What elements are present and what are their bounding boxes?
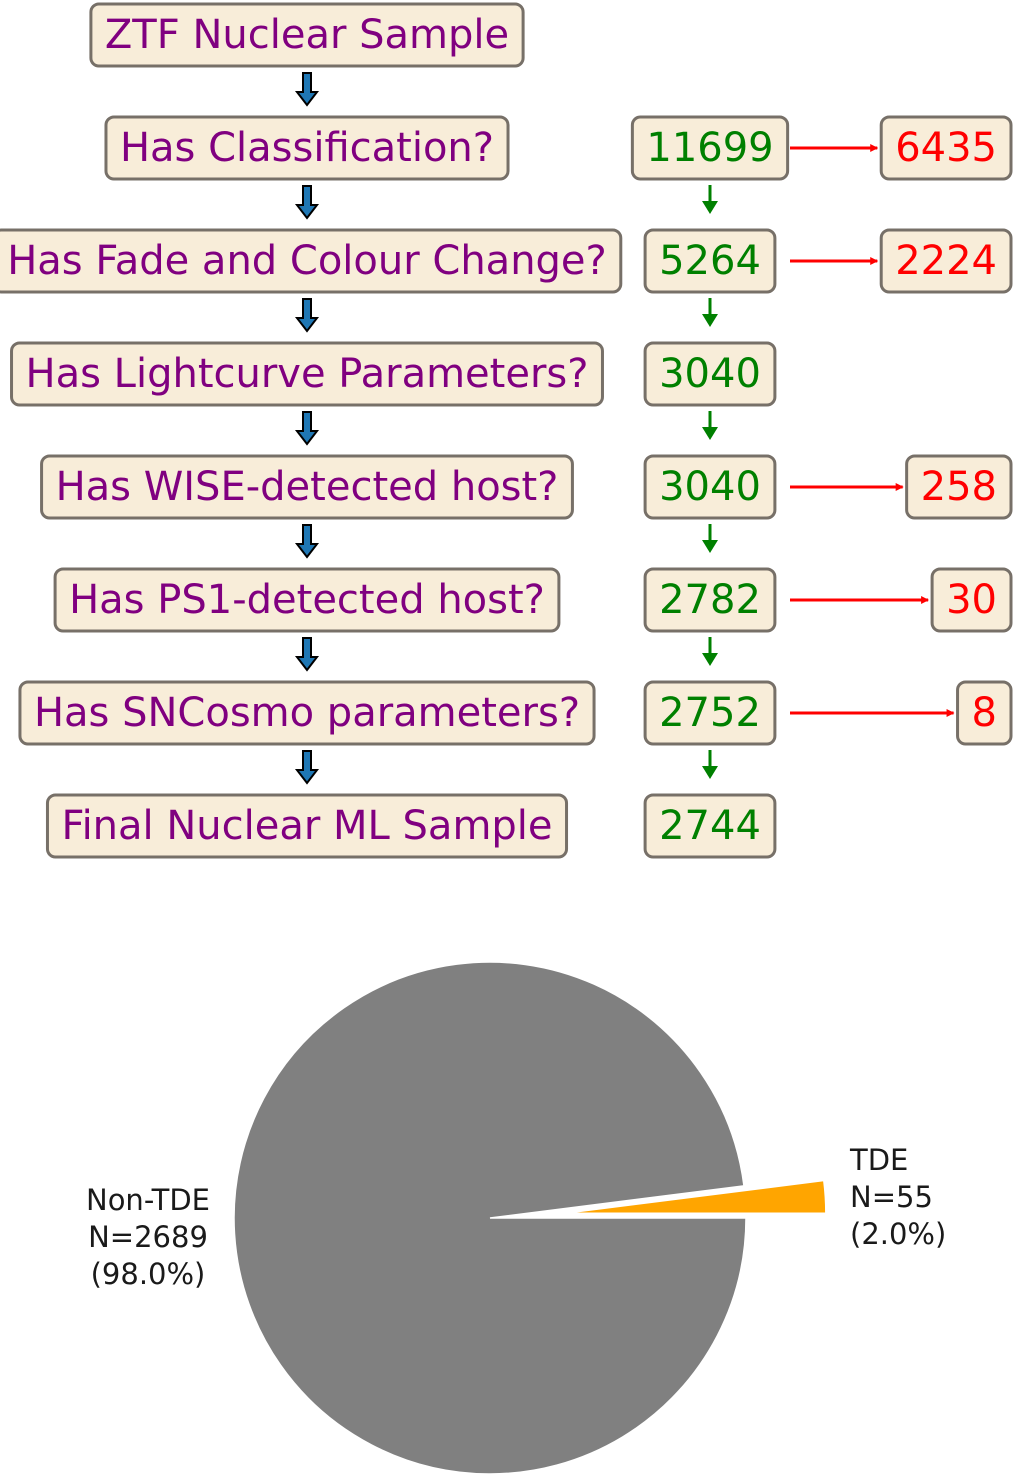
stage-node: Has Fade and Colour Change? bbox=[0, 228, 623, 294]
stage-label: ZTF Nuclear Sample bbox=[105, 12, 509, 58]
count-arrow-head bbox=[702, 540, 718, 553]
stage-label: Final Nuclear ML Sample bbox=[61, 803, 552, 849]
stage-node: Has Lightcurve Parameters? bbox=[10, 341, 604, 407]
stage-label: Has Classification? bbox=[120, 125, 494, 171]
stage-box bbox=[45, 793, 569, 859]
count-value: 2744 bbox=[659, 803, 761, 849]
count-box bbox=[643, 680, 777, 746]
flow-down-arrow bbox=[294, 524, 320, 559]
pie-label-line: (98.0%) bbox=[91, 1257, 206, 1291]
stage-label: Has SNCosmo parameters? bbox=[34, 690, 580, 736]
stage-node: Has Classification? bbox=[104, 115, 510, 181]
removed-value: 2224 bbox=[895, 238, 997, 284]
count-box bbox=[643, 793, 777, 859]
pie-label-line: N=2689 bbox=[88, 1220, 208, 1254]
stage-box bbox=[18, 680, 596, 746]
stage-box bbox=[53, 567, 561, 633]
pie-slice-tde bbox=[564, 1179, 827, 1215]
count-value: 5264 bbox=[659, 238, 761, 284]
count-node: 2744 bbox=[643, 793, 777, 859]
stage-node: ZTF Nuclear Sample bbox=[89, 2, 525, 68]
count-value: 2782 bbox=[659, 577, 761, 623]
count-node: 2782 bbox=[643, 567, 777, 633]
pie-label-line: Non-TDE bbox=[86, 1183, 210, 1217]
flow-down-arrow bbox=[294, 298, 320, 333]
stage-box bbox=[104, 115, 510, 181]
removed-box bbox=[930, 567, 1013, 633]
pie-slice-non-tde bbox=[233, 961, 747, 1475]
pie-label-line: TDE bbox=[849, 1143, 908, 1177]
stage-label: Has Fade and Colour Change? bbox=[7, 238, 607, 284]
stage-box bbox=[0, 228, 623, 294]
selection-flowchart: ZTF Nuclear Sample Has Classification? 116… bbox=[0, 2, 1013, 859]
flow-down-arrow bbox=[294, 637, 320, 672]
count-arrow-head bbox=[702, 766, 718, 779]
flow-down-arrow bbox=[294, 750, 320, 785]
count-node: 3040 bbox=[643, 341, 777, 407]
count-arrow-head bbox=[702, 653, 718, 666]
stage-node: Has WISE-detected host? bbox=[40, 454, 574, 520]
stage-node: Final Nuclear ML Sample bbox=[45, 793, 569, 859]
count-arrow-head bbox=[702, 201, 718, 214]
count-arrow-head bbox=[702, 427, 718, 440]
flow-down-arrow bbox=[294, 185, 320, 220]
count-value: 3040 bbox=[659, 464, 761, 510]
stage-label: Has PS1-detected host? bbox=[69, 577, 545, 623]
flow-down-arrow bbox=[294, 72, 320, 107]
count-node: 11699 bbox=[630, 115, 790, 181]
count-node: 2752 bbox=[643, 680, 777, 746]
flow-down-arrow bbox=[294, 411, 320, 446]
removed-value: 6435 bbox=[895, 125, 997, 171]
count-node: 5264 bbox=[643, 228, 777, 294]
stage-box bbox=[10, 341, 604, 407]
removed-node: 8 bbox=[956, 680, 1013, 746]
removed-box bbox=[905, 454, 1013, 520]
count-box bbox=[643, 567, 777, 633]
count-value: 2752 bbox=[659, 690, 761, 736]
removed-value: 258 bbox=[921, 464, 997, 510]
count-value: 11699 bbox=[646, 125, 773, 171]
removed-value: 30 bbox=[946, 577, 997, 623]
removed-box bbox=[879, 228, 1013, 294]
stage-box bbox=[40, 454, 574, 520]
pie-label-line: N=55 bbox=[850, 1180, 933, 1214]
count-value: 3040 bbox=[659, 351, 761, 397]
removed-node: 2224 bbox=[879, 228, 1013, 294]
count-box bbox=[643, 228, 777, 294]
removed-box bbox=[956, 680, 1013, 746]
stage-label: Has Lightcurve Parameters? bbox=[26, 351, 589, 397]
removed-node: 6435 bbox=[879, 115, 1013, 181]
stage-node: Has SNCosmo parameters? bbox=[18, 680, 596, 746]
pie-label-line: (2.0%) bbox=[850, 1217, 946, 1251]
count-box bbox=[643, 341, 777, 407]
stage-node: Has PS1-detected host? bbox=[53, 567, 561, 633]
count-node: 3040 bbox=[643, 454, 777, 520]
removed-node: 258 bbox=[905, 454, 1013, 520]
count-arrow-head bbox=[702, 314, 718, 327]
removed-value: 8 bbox=[972, 690, 997, 736]
removed-node: 30 bbox=[930, 567, 1013, 633]
removed-box bbox=[879, 115, 1013, 181]
count-box bbox=[643, 454, 777, 520]
stage-box bbox=[89, 2, 525, 68]
stage-label: Has WISE-detected host? bbox=[56, 464, 559, 510]
count-box bbox=[630, 115, 790, 181]
